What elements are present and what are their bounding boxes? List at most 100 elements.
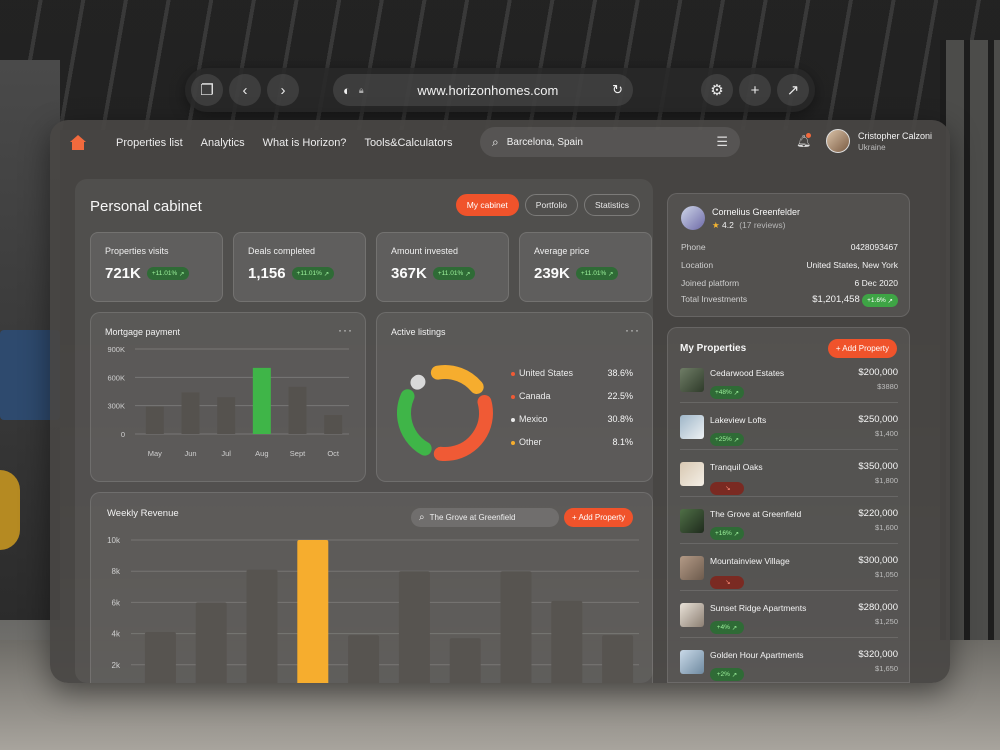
- bar-jul[interactable]: [217, 397, 236, 434]
- reviews-count: (17 reviews): [739, 220, 786, 230]
- home-icon[interactable]: [70, 135, 86, 151]
- profile-row-phone: Phone 0428093467: [681, 242, 898, 252]
- stat-label: Amount invested: [391, 246, 459, 256]
- gear-icon[interactable]: ⚙: [701, 74, 733, 106]
- revenue-bar[interactable]: [500, 571, 532, 683]
- property-change: +25%: [715, 436, 732, 443]
- reload-icon[interactable]: ↻: [612, 82, 623, 97]
- donut-slice[interactable]: [397, 365, 493, 461]
- property-change-badge: ↘: [710, 475, 744, 495]
- y-tick-label: 8k: [112, 567, 121, 576]
- bar-may[interactable]: [145, 406, 164, 434]
- bar-aug[interactable]: [252, 367, 271, 434]
- property-change-badge: +4% ↗: [710, 616, 744, 634]
- nav-analytics[interactable]: Analytics: [200, 137, 245, 149]
- property-row[interactable]: Sunset Ridge Apartments +4% ↗ $280,000 $1,2…: [680, 601, 898, 641]
- revenue-bar[interactable]: [449, 638, 481, 683]
- address-bar[interactable]: ◐ 🔒︎ www.horizonhomes.com ↻: [333, 74, 633, 106]
- plus-icon[interactable]: +: [739, 74, 771, 106]
- legend-value: 22.5%: [607, 391, 633, 401]
- revenue-bar[interactable]: [602, 635, 634, 683]
- x-tick-label: Aug: [255, 449, 268, 458]
- stat-label: Properties visits: [105, 246, 169, 256]
- filter-icon[interactable]: ☰: [716, 134, 728, 149]
- legend-dot: [511, 395, 515, 399]
- trend-up-icon: ↗: [731, 624, 738, 632]
- star-icon: ★: [712, 220, 720, 230]
- trend-up-icon: ↗: [731, 671, 738, 679]
- bar-oct[interactable]: [324, 415, 343, 434]
- property-row[interactable]: Cedarwood Estates +48% ↗ $200,000 $3880: [680, 366, 898, 406]
- donut-slice[interactable]: [397, 365, 493, 461]
- page-title: Personal cabinet: [90, 198, 202, 215]
- stat-card-amount-invested[interactable]: Amount invested 367K +11.01% ↗: [376, 232, 509, 302]
- row-value: $1,201,458: [812, 294, 860, 305]
- personal-cabinet-panel: Personal cabinet My cabinet Portfolio St…: [75, 179, 653, 683]
- revenue-bar[interactable]: [297, 540, 329, 683]
- divider: [680, 496, 898, 497]
- bar-jun[interactable]: [181, 392, 200, 434]
- property-row[interactable]: Lakeview Lofts +25% ↗ $250,000 $1,400: [680, 413, 898, 453]
- stat-card-properties-visits[interactable]: Properties visits 721K +11.01% ↗: [90, 232, 223, 302]
- y-tick-label: 900K: [107, 345, 125, 354]
- property-price: $220,000: [858, 508, 898, 519]
- more-icon[interactable]: ···: [338, 323, 353, 337]
- revenue-bar[interactable]: [195, 602, 227, 683]
- y-tick-label: 600K: [107, 373, 125, 382]
- property-thumbnail: [680, 368, 704, 392]
- property-row[interactable]: The Grove at Greenfield +16% ↗ $220,000 $1,…: [680, 507, 898, 547]
- legend-value: 38.6%: [607, 368, 633, 378]
- investment-change: +1.6%: [867, 297, 886, 304]
- property-row[interactable]: Mountainview Village ↘ $300,000 $1,050: [680, 554, 898, 594]
- add-property-button[interactable]: + Add Property: [827, 339, 897, 358]
- tab-portfolio[interactable]: Portfolio: [524, 194, 578, 216]
- property-row[interactable]: Tranquil Oaks ↘ $350,000 $1,800: [680, 460, 898, 500]
- share-icon[interactable]: ↗: [777, 74, 809, 106]
- revenue-bar[interactable]: [246, 569, 278, 683]
- property-row[interactable]: Golden Hour Apartments +2% ↗ $320,000 $1,65…: [680, 648, 898, 682]
- more-icon[interactable]: ···: [625, 323, 640, 337]
- nav-properties-list[interactable]: Properties list: [116, 137, 183, 149]
- nav-tools-calculators[interactable]: Tools&Calculators: [364, 137, 453, 149]
- property-change: +4%: [716, 624, 730, 631]
- row-key: Location: [681, 260, 714, 270]
- add-property-button[interactable]: + Add Property: [564, 508, 634, 527]
- location-search-value: Barcelona, Spain: [506, 136, 583, 148]
- tab-statistics[interactable]: Statistics: [583, 194, 640, 216]
- property-name: Lakeview Lofts: [710, 415, 767, 425]
- y-tick-label: 4k: [112, 630, 121, 639]
- property-change-badge: +25% ↗: [710, 428, 745, 446]
- revenue-bar[interactable]: [144, 632, 176, 683]
- tabs-icon[interactable]: ❐: [191, 74, 223, 106]
- revenue-search-input[interactable]: ⌕ The Grove at Greenfield: [411, 508, 559, 527]
- divider: [680, 402, 898, 403]
- y-tick-label: 2k: [112, 661, 121, 670]
- revenue-bar[interactable]: [348, 635, 380, 683]
- legend-item-united-states: United States 38.6%: [511, 368, 633, 378]
- tab-my-cabinet[interactable]: My cabinet: [455, 194, 519, 216]
- forward-icon[interactable]: ›: [267, 74, 299, 106]
- bar-sept[interactable]: [288, 386, 307, 434]
- agent-profile-card: Cornelius Greenfelder ★ 4.2 (17 reviews)…: [667, 193, 910, 317]
- top-navigation: Properties list Analytics What is Horizo…: [50, 120, 950, 166]
- search-icon: ⌕: [419, 512, 425, 523]
- investment-change-badge: +1.6% ↗: [862, 294, 898, 307]
- x-tick-label: Jun: [184, 449, 196, 458]
- avatar: [826, 129, 850, 153]
- background-chair: [0, 470, 20, 550]
- property-thumbnail: [680, 509, 704, 533]
- location-search[interactable]: ⌕ Barcelona, Spain ☰: [480, 127, 740, 157]
- property-change: +2%: [716, 671, 730, 678]
- user-profile[interactable]: Cristopher Calzoni Ukraine: [826, 129, 932, 153]
- stat-card-average-price[interactable]: Average price 239K +11.01% ↗: [519, 232, 652, 302]
- stat-change-badge: +11.01% ↗: [575, 267, 619, 280]
- stat-card-deals-completed[interactable]: Deals completed 1,156 +11.01% ↗: [233, 232, 366, 302]
- revenue-bar[interactable]: [551, 600, 583, 683]
- property-price: $320,000: [858, 649, 898, 660]
- nav-what-is-horizon[interactable]: What is Horizon?: [262, 137, 347, 149]
- back-icon[interactable]: ‹: [229, 74, 261, 106]
- revenue-bar[interactable]: [398, 571, 430, 683]
- donut-slice[interactable]: [397, 365, 493, 461]
- trend-up-icon: ↗: [733, 530, 740, 538]
- divider: [680, 590, 898, 591]
